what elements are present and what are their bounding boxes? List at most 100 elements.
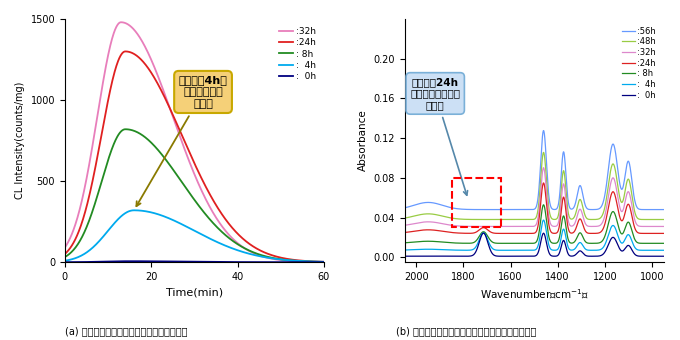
:32h bbox=[542, 188, 550, 192]
:24h bbox=[435, 229, 443, 233]
:56h bbox=[444, 205, 452, 209]
:  4h: (1.45e+03, 0.0257): 4h: (1.45e+03, 0.0257) bbox=[542, 230, 550, 234]
:  4h: (16, 320): 4h: (16, 320) bbox=[130, 208, 138, 212]
:  4h: (1.46e+03, 0.0374): 4h: (1.46e+03, 0.0374) bbox=[539, 218, 547, 222]
:24h bbox=[128, 51, 136, 55]
:24h bbox=[488, 231, 496, 235]
Line: :24h: :24h bbox=[65, 51, 324, 262]
: 8h: (1.57e+03, 0.014): 8h: (1.57e+03, 0.014) bbox=[513, 241, 521, 245]
Legend: :56h, :48h, :32h, :24h, : 8h, :  4h, :  0h: :56h, :48h, :32h, :24h, : 8h, : 4h, : 0h bbox=[619, 23, 660, 103]
:  0h: (1.86e+03, 0.00105): 0h: (1.86e+03, 0.00105) bbox=[444, 254, 452, 258]
:  0h: (1.47e+03, 0.0161): 0h: (1.47e+03, 0.0161) bbox=[537, 239, 545, 243]
: 8h: (35.5, 210): 8h: (35.5, 210) bbox=[214, 226, 222, 230]
: 8h: (45.3, 45.4): 8h: (45.3, 45.4) bbox=[256, 253, 265, 257]
:  4h: (35.5, 122): 4h: (35.5, 122) bbox=[214, 240, 222, 244]
Line: :32h: :32h bbox=[405, 168, 664, 226]
Line: :56h: :56h bbox=[405, 131, 664, 209]
:56h bbox=[539, 129, 547, 133]
: 8h: (1.68e+03, 0.0156): 8h: (1.68e+03, 0.0156) bbox=[488, 240, 496, 244]
:56h bbox=[537, 160, 545, 164]
:48h bbox=[488, 218, 496, 222]
Text: (b) 赤外分光分析による赤外スペクトルの時間変化: (b) 赤外分光分析による赤外スペクトルの時間変化 bbox=[396, 327, 536, 337]
:  4h: (60, 2.29): 4h: (60, 2.29) bbox=[320, 260, 328, 264]
:  0h: (27.2, 3.56): 0h: (27.2, 3.56) bbox=[178, 259, 186, 264]
:56h bbox=[488, 207, 496, 211]
:32h bbox=[234, 242, 242, 246]
: 8h: (15.5, 814): 8h: (15.5, 814) bbox=[128, 128, 136, 132]
:  4h: (40.2, 72.1): 4h: (40.2, 72.1) bbox=[234, 249, 242, 253]
:  4h: (1.47e+03, 0.0254): 4h: (1.47e+03, 0.0254) bbox=[537, 230, 545, 234]
:24h bbox=[107, 86, 115, 90]
: 8h: (969, 0.014): 8h: (969, 0.014) bbox=[655, 241, 663, 245]
:48h bbox=[655, 218, 663, 222]
:48h bbox=[444, 216, 452, 220]
Bar bbox=[452, 178, 501, 227]
:32h bbox=[513, 224, 521, 228]
: 8h: (14, 820): 8h: (14, 820) bbox=[121, 127, 129, 131]
:48h bbox=[542, 176, 550, 180]
:  0h: (40.2, 0.665): 0h: (40.2, 0.665) bbox=[234, 260, 242, 264]
Line: : 8h: : 8h bbox=[405, 205, 664, 243]
:24h bbox=[320, 260, 328, 264]
: 8h: (27.2, 488): 8h: (27.2, 488) bbox=[178, 181, 186, 185]
:24h bbox=[655, 231, 663, 235]
:  0h: (1.9e+03, 0.00111): 0h: (1.9e+03, 0.00111) bbox=[435, 254, 443, 258]
:  4h: (1.86e+03, 0.00738): 4h: (1.86e+03, 0.00738) bbox=[444, 248, 452, 252]
:  4h: (10.6, 214): 4h: (10.6, 214) bbox=[107, 225, 115, 230]
:24h bbox=[537, 201, 545, 205]
:  0h: (2.05e+03, 0.00104): 0h: (2.05e+03, 0.00104) bbox=[401, 254, 409, 258]
:32h bbox=[660, 224, 668, 228]
:24h bbox=[542, 200, 550, 204]
:48h bbox=[513, 218, 521, 222]
:32h bbox=[401, 223, 409, 227]
:  4h: (0, 9.14): 4h: (0, 9.14) bbox=[61, 259, 69, 263]
: 8h: (1.47e+03, 0.0375): 8h: (1.47e+03, 0.0375) bbox=[537, 218, 545, 222]
: 8h: (60, 1.57): 8h: (60, 1.57) bbox=[320, 260, 328, 264]
:32h bbox=[214, 219, 222, 223]
:  4h: (1.9e+03, 0.00778): 4h: (1.9e+03, 0.00778) bbox=[435, 248, 443, 252]
:32h bbox=[537, 189, 545, 193]
:  4h: (2.05e+03, 0.00726): 4h: (2.05e+03, 0.00726) bbox=[401, 248, 409, 252]
:  0h: (1.68e+03, 0.00397): 0h: (1.68e+03, 0.00397) bbox=[488, 251, 496, 255]
:  0h: (15, 6): 0h: (15, 6) bbox=[126, 259, 134, 263]
: 8h: (2.05e+03, 0.0145): 8h: (2.05e+03, 0.0145) bbox=[401, 241, 409, 245]
:32h bbox=[256, 254, 265, 258]
:32h bbox=[117, 20, 125, 24]
Y-axis label: CL Intensity(counts/mg): CL Intensity(counts/mg) bbox=[15, 82, 25, 199]
Legend: :32h, :24h, : 8h, :  4h, :  0h: :32h, :24h, : 8h, : 4h, : 0h bbox=[276, 23, 320, 85]
:56h bbox=[513, 207, 521, 211]
:32h bbox=[444, 223, 452, 227]
:56h bbox=[435, 202, 443, 206]
Line: :  0h: : 0h bbox=[65, 261, 324, 262]
:  0h: (1.45e+03, 0.0153): 0h: (1.45e+03, 0.0153) bbox=[542, 240, 550, 244]
: 8h: (10.6, 679): 8h: (10.6, 679) bbox=[107, 150, 115, 154]
Line: :48h: :48h bbox=[405, 152, 664, 220]
: 8h: (1.45e+03, 0.0379): 8h: (1.45e+03, 0.0379) bbox=[542, 218, 550, 222]
:32h bbox=[107, 42, 115, 46]
:32h bbox=[178, 141, 186, 146]
:24h bbox=[660, 231, 668, 235]
:  4h: (27.2, 232): 4h: (27.2, 232) bbox=[178, 223, 186, 227]
:  0h: (950, 0.001): 0h: (950, 0.001) bbox=[660, 254, 668, 258]
: 8h: (1.9e+03, 0.0156): 8h: (1.9e+03, 0.0156) bbox=[435, 240, 443, 244]
:24h bbox=[256, 249, 265, 253]
Text: (a) 化学発光測定による発光強度の時間変化: (a) 化学発光測定による発光強度の時間変化 bbox=[65, 327, 187, 337]
: 8h: (0, 32.1): 8h: (0, 32.1) bbox=[61, 255, 69, 259]
:24h bbox=[401, 231, 409, 235]
:48h bbox=[401, 216, 409, 220]
:32h bbox=[320, 260, 328, 264]
:  0h: (15.5, 5.99): 0h: (15.5, 5.99) bbox=[128, 259, 136, 263]
:24h bbox=[444, 230, 452, 234]
Text: 処理時間4hで
既に化学発光
を検出: 処理時間4hで 既に化学発光 を検出 bbox=[137, 75, 228, 206]
:24h bbox=[121, 49, 129, 53]
:32h bbox=[539, 166, 547, 170]
:  0h: (10.6, 4.37): 0h: (10.6, 4.37) bbox=[107, 259, 115, 264]
:  4h: (950, 0.007): 4h: (950, 0.007) bbox=[660, 248, 668, 252]
: 8h: (950, 0.014): 8h: (950, 0.014) bbox=[660, 241, 668, 245]
Y-axis label: Absorbance: Absorbance bbox=[358, 110, 368, 171]
:  4h: (968, 0.007): 4h: (968, 0.007) bbox=[656, 248, 664, 252]
:  0h: (1.72e+03, 0.0243): 0h: (1.72e+03, 0.0243) bbox=[479, 231, 488, 235]
: 8h: (1.86e+03, 0.0148): 8h: (1.86e+03, 0.0148) bbox=[444, 240, 452, 244]
:  0h: (35.5, 1.4): 0h: (35.5, 1.4) bbox=[214, 260, 222, 264]
:48h bbox=[435, 213, 443, 217]
